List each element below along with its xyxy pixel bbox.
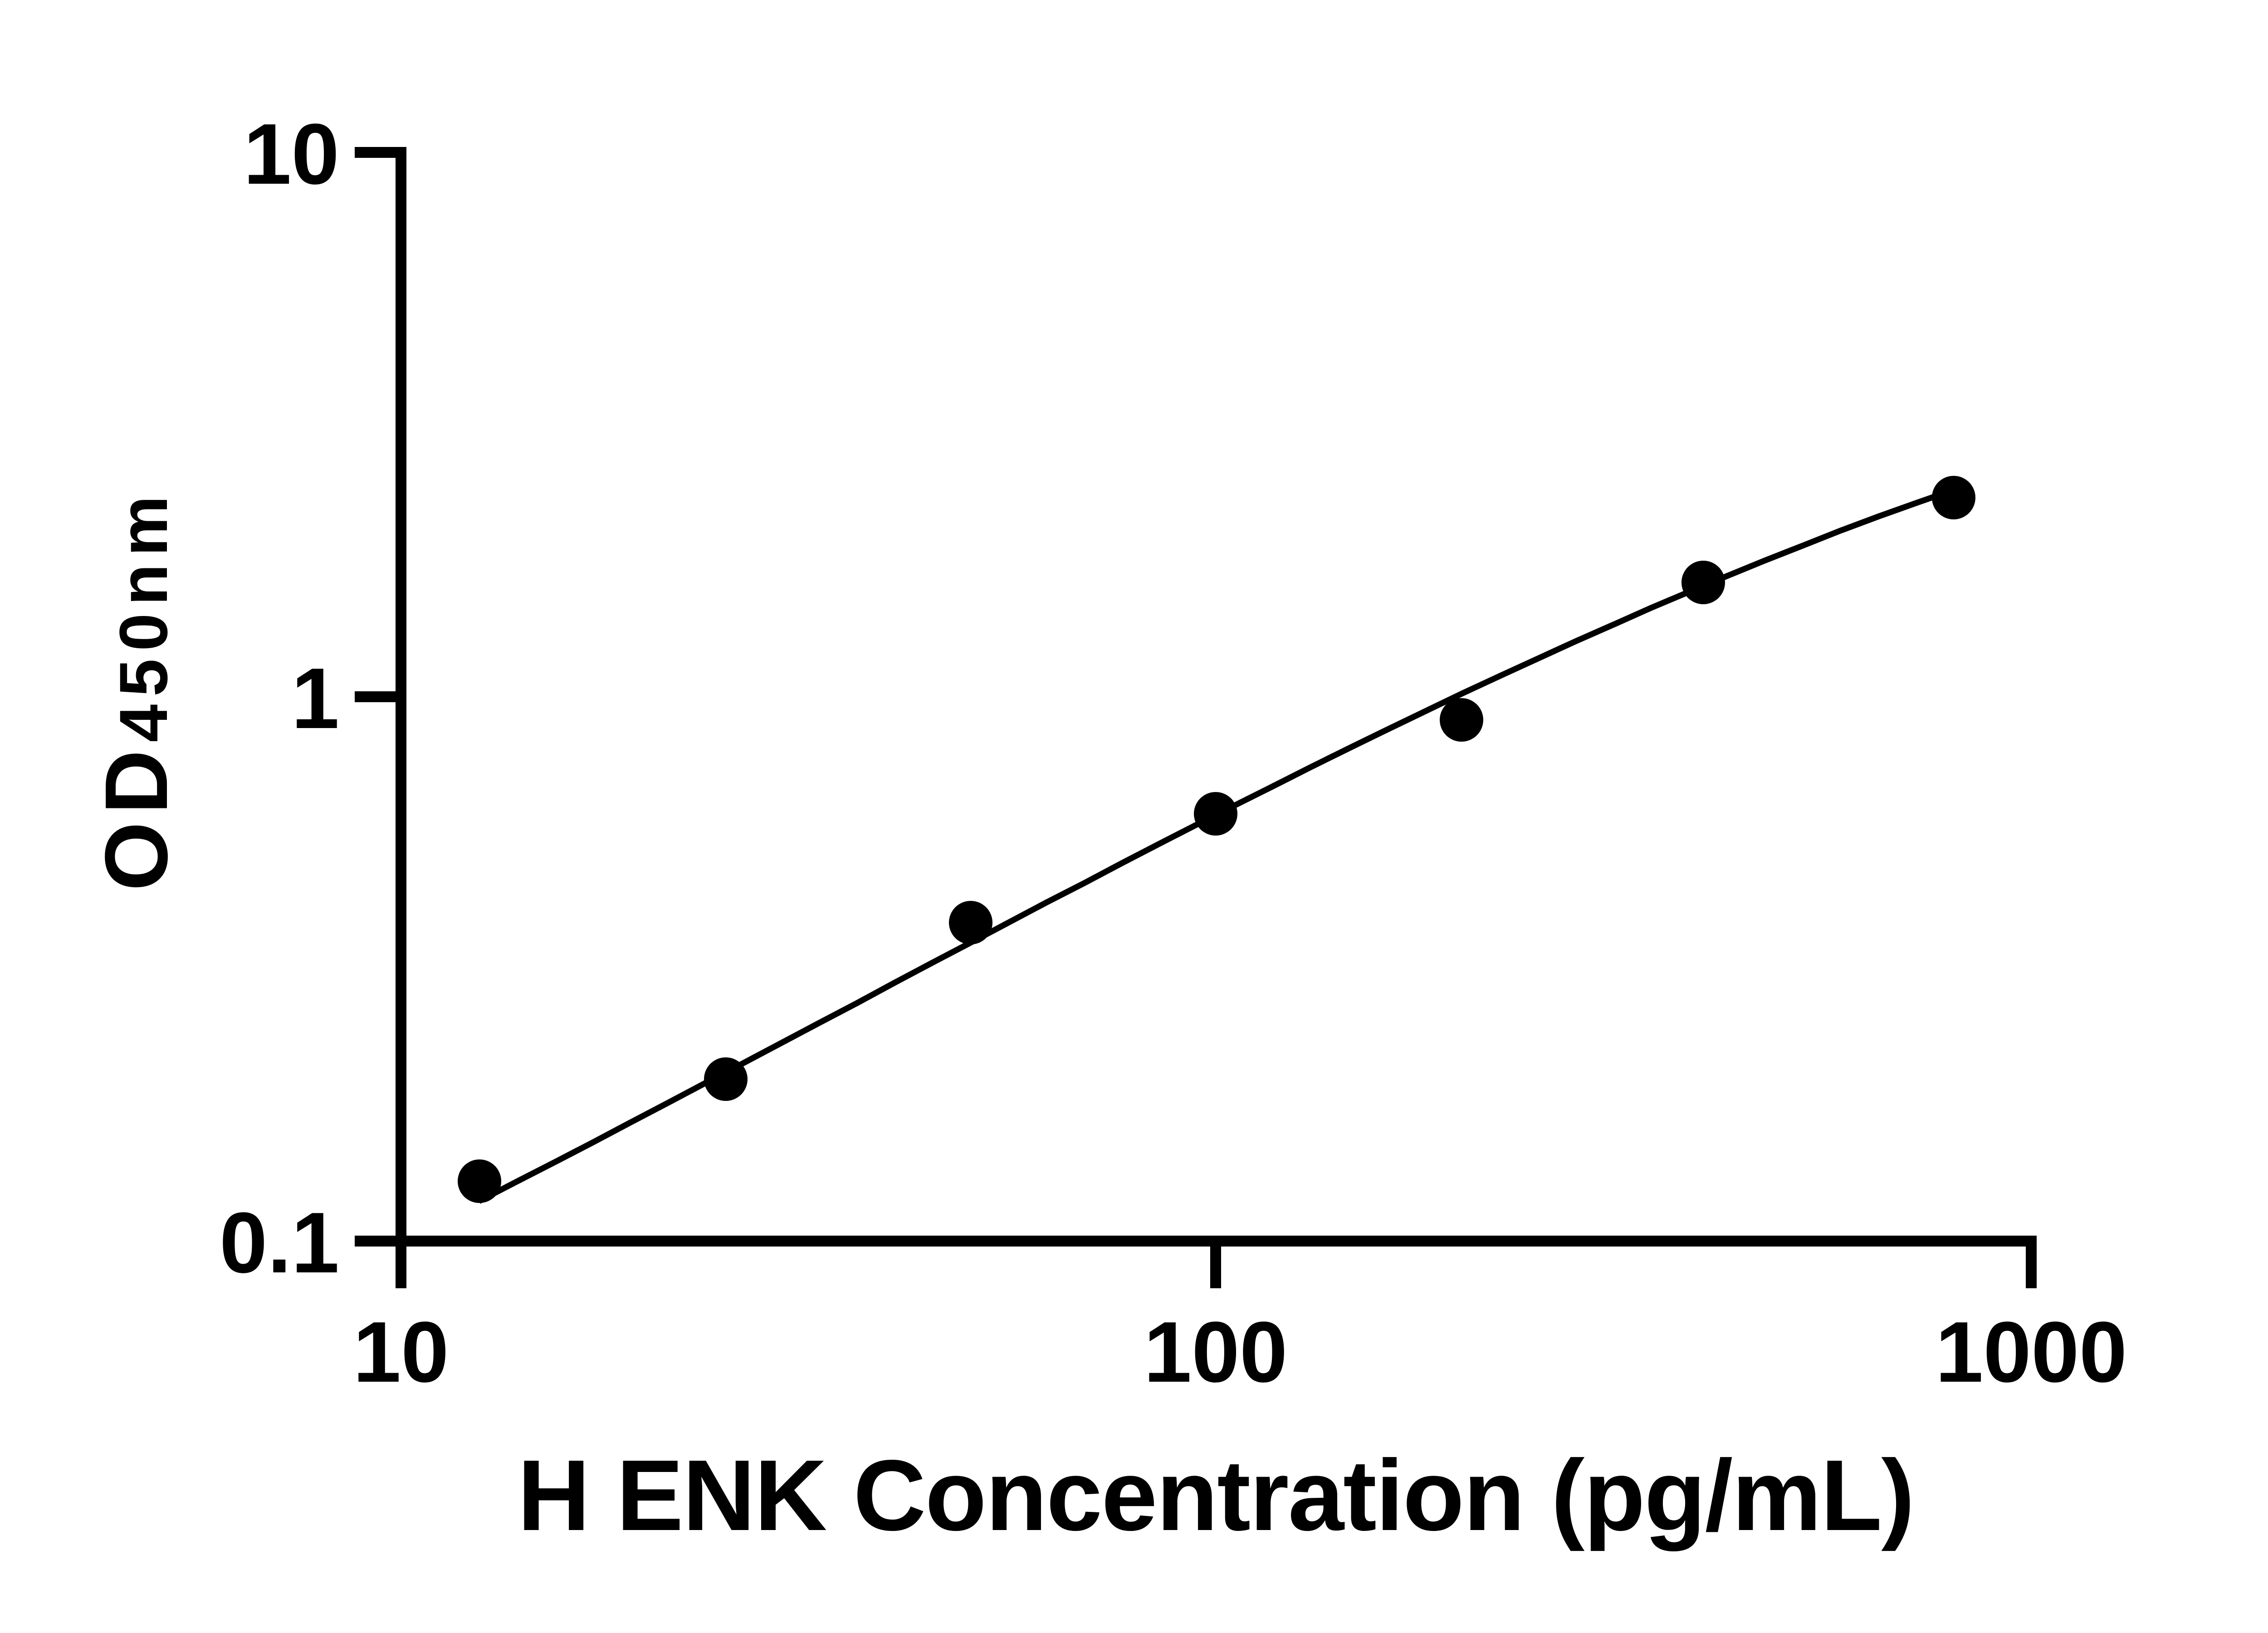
svg-text:10: 10 [353, 1304, 449, 1400]
svg-text:OD450nm: OD450nm [87, 488, 186, 891]
svg-text:10: 10 [244, 106, 339, 202]
svg-text:1: 1 [291, 650, 339, 747]
svg-text:100: 100 [1144, 1304, 1287, 1400]
svg-text:H ENK Concentration (pg/mL): H ENK Concentration (pg/mL) [518, 1439, 1914, 1552]
svg-text:0.1: 0.1 [220, 1195, 339, 1291]
svg-text:1000: 1000 [1936, 1304, 2127, 1400]
